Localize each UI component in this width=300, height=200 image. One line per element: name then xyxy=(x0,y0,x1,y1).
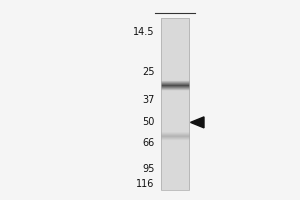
Text: 50: 50 xyxy=(142,117,154,127)
Text: 14.5: 14.5 xyxy=(133,27,154,37)
Text: 66: 66 xyxy=(142,138,154,148)
Bar xyxy=(160,18,189,190)
Text: 116: 116 xyxy=(136,179,155,189)
Text: 37: 37 xyxy=(142,95,154,105)
Text: 95: 95 xyxy=(142,164,154,174)
Polygon shape xyxy=(190,117,204,128)
Text: 25: 25 xyxy=(142,67,155,77)
